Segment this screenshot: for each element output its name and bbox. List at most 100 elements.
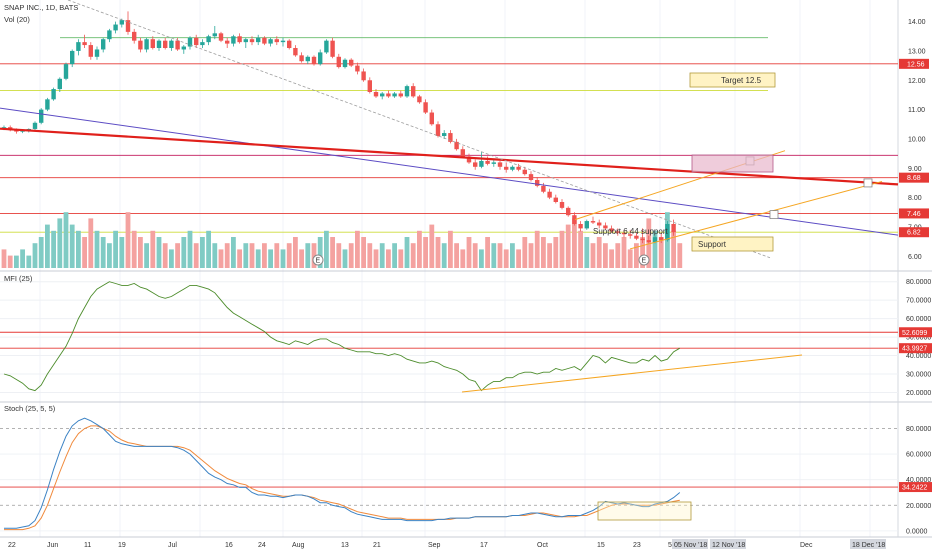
candle-body	[404, 86, 410, 97]
candle-body	[88, 45, 93, 57]
candle-body	[504, 166, 509, 170]
volume-bar	[398, 249, 404, 268]
earnings-marker-1[interactable]: E	[312, 254, 324, 266]
candle-body	[342, 59, 348, 68]
volume-bar	[348, 243, 354, 268]
mfi-level-pill	[899, 343, 932, 354]
volume-bars	[1, 212, 683, 268]
candle-body	[609, 228, 614, 232]
volume-bar	[32, 243, 38, 268]
volume-bar	[609, 249, 614, 268]
volume-bar	[454, 243, 459, 268]
volume-label: Vol (20)	[4, 15, 30, 24]
volume-bar	[510, 243, 515, 268]
volume-bar	[472, 243, 478, 268]
earnings-marker-label: E	[316, 258, 321, 265]
volume-bar	[45, 224, 50, 268]
mfi-trendline[interactable]	[461, 354, 803, 393]
volume-bar	[565, 224, 571, 268]
volume-bar	[497, 243, 503, 268]
time-highlight-pill	[672, 539, 708, 549]
volume-bar	[293, 237, 298, 268]
support-box[interactable]	[691, 236, 774, 252]
time-tick-label: 16	[225, 542, 233, 549]
price-axis[interactable]: 14.0013.0012.0011.0010.009.008.007.006.0…	[899, 19, 932, 535]
earnings-marker-label: E	[642, 258, 647, 265]
candle-body	[572, 215, 577, 224]
volume-bar	[485, 237, 490, 268]
volume-bar	[547, 243, 552, 268]
volume-bar	[175, 243, 180, 268]
volume-bar	[479, 249, 484, 268]
support-line-label: Support 6.44 support	[593, 227, 668, 236]
volume-bar	[386, 249, 391, 268]
volume-bar	[404, 237, 410, 268]
volume-bar	[51, 230, 56, 268]
volume-bar	[596, 237, 602, 268]
volume-bar	[317, 237, 323, 268]
volume-bar	[162, 243, 168, 268]
earnings-marker-2[interactable]: E	[638, 254, 650, 266]
stoch-highlight-box[interactable]	[597, 501, 692, 521]
price-label-pill	[899, 227, 929, 238]
volume-bar	[584, 237, 590, 268]
stoch-level-pill	[899, 482, 932, 493]
time-tick-label: 19	[118, 542, 126, 549]
volume-bar	[553, 237, 559, 268]
candle-body	[311, 56, 317, 65]
candle-body	[237, 36, 242, 43]
candle-body	[1, 127, 7, 129]
candle-body	[45, 99, 50, 110]
candle-body	[603, 225, 608, 229]
volume-bar	[7, 255, 13, 268]
time-tick-label: 17	[480, 542, 488, 549]
volume-bar	[20, 249, 25, 268]
volume-bar	[441, 243, 447, 268]
volume-bar	[237, 249, 242, 268]
candle-body	[243, 39, 248, 43]
candle-body	[330, 40, 335, 57]
candle-body	[510, 166, 515, 170]
volume-bar	[330, 237, 335, 268]
candle-body	[553, 197, 558, 202]
price-tick-label: 13.00	[908, 48, 926, 55]
time-tick-label: 21	[373, 542, 381, 549]
time-highlight-pill	[850, 539, 886, 549]
mfi-tick-label: 70.0000	[906, 298, 931, 305]
volume-bar	[125, 212, 131, 268]
candle-body	[634, 235, 639, 239]
price-label-text: 6.82	[907, 230, 921, 237]
candle-body	[305, 56, 310, 62]
volume-bar	[274, 243, 280, 268]
candle-body	[411, 86, 416, 97]
candle-body	[132, 31, 137, 41]
price-label-text: 8.68	[907, 175, 921, 182]
volume-bar	[627, 249, 633, 268]
target-box[interactable]	[689, 72, 776, 88]
candle-body	[107, 30, 112, 40]
candle-body	[652, 237, 658, 243]
time-axis[interactable]: 22 Jun 11 19 Jul 16 24 Aug 13 21 Sep 17 Oct 15 23 5 Dec 0…	[8, 539, 886, 549]
price-tick-label: 6.00	[908, 254, 922, 261]
volume-bar	[460, 249, 466, 268]
candle-body	[262, 37, 267, 44]
candle-body	[318, 52, 323, 65]
volume-bar	[336, 243, 342, 268]
candle-body	[144, 39, 149, 50]
volume-bar	[342, 249, 348, 268]
candle-body	[497, 162, 503, 167]
candle-body	[218, 33, 224, 41]
resistance-box[interactable]	[691, 154, 774, 173]
price-tick-label: 12.00	[908, 78, 926, 85]
volume-bar	[187, 230, 193, 268]
candle-body	[386, 93, 391, 97]
time-tick-label: 5	[668, 542, 672, 549]
volume-bar	[286, 243, 292, 268]
candle-body	[70, 50, 75, 65]
candle-body	[150, 39, 155, 48]
candle-body	[181, 46, 186, 50]
volume-bar	[113, 230, 118, 268]
candle-body	[39, 109, 44, 123]
time-tick-label: 13	[341, 542, 349, 549]
candle-body	[293, 48, 298, 56]
